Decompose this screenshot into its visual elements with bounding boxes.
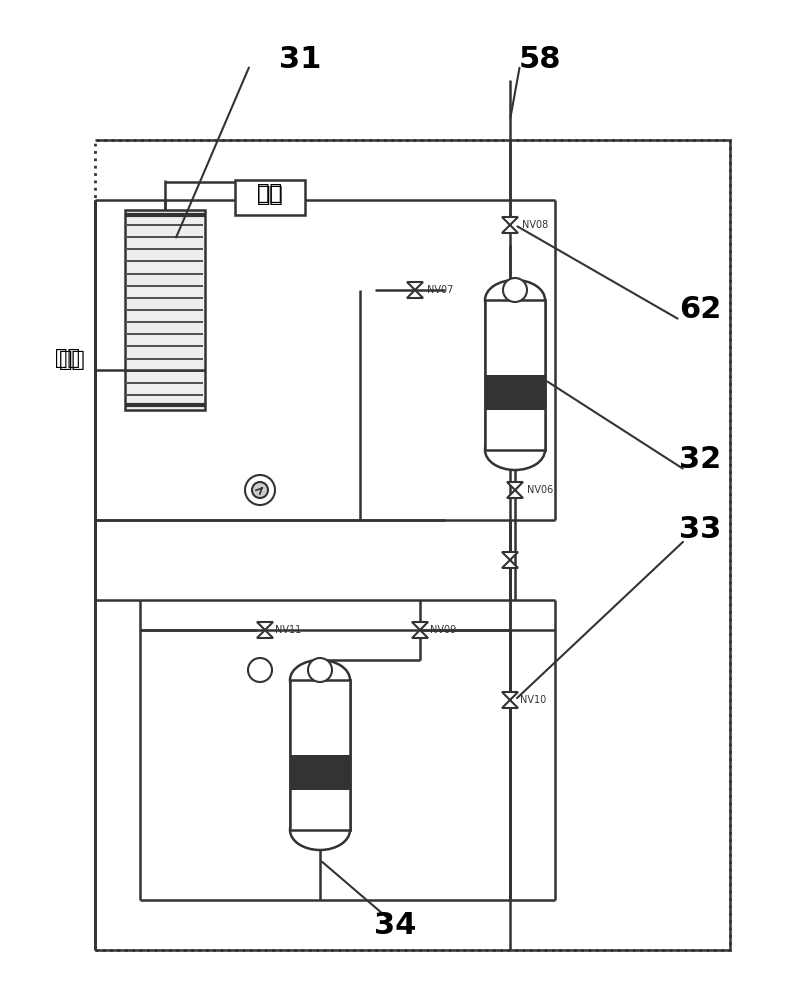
Text: NV11: NV11 — [275, 625, 301, 635]
Bar — [485, 300, 545, 450]
Circle shape — [248, 658, 272, 682]
Polygon shape — [502, 700, 518, 708]
Bar — [290, 680, 350, 830]
Ellipse shape — [485, 280, 545, 320]
Text: 58: 58 — [519, 45, 562, 75]
Text: 上水: 上水 — [59, 350, 86, 370]
Bar — [290, 755, 350, 790]
Polygon shape — [502, 692, 518, 700]
Polygon shape — [257, 630, 273, 638]
Ellipse shape — [290, 810, 350, 850]
Circle shape — [503, 278, 527, 302]
Text: 34: 34 — [374, 910, 416, 940]
Polygon shape — [502, 225, 518, 233]
Polygon shape — [257, 622, 273, 630]
Text: 33: 33 — [679, 516, 722, 544]
Bar — [235, 180, 305, 215]
Circle shape — [245, 475, 275, 505]
Bar — [290, 680, 350, 830]
Text: NV10: NV10 — [520, 695, 546, 705]
Bar — [485, 300, 545, 450]
Circle shape — [252, 482, 268, 498]
Text: 32: 32 — [679, 446, 722, 475]
Polygon shape — [507, 490, 523, 498]
Polygon shape — [502, 217, 518, 225]
Polygon shape — [502, 552, 518, 560]
Text: 回水: 回水 — [257, 185, 284, 205]
Bar — [485, 375, 545, 410]
Text: 上水: 上水 — [55, 348, 81, 368]
Polygon shape — [412, 622, 428, 630]
Bar — [95, 140, 730, 950]
Bar — [125, 210, 205, 410]
Polygon shape — [412, 630, 428, 638]
Polygon shape — [407, 282, 423, 290]
Polygon shape — [407, 290, 423, 298]
Text: 31: 31 — [279, 45, 322, 75]
Text: NV07: NV07 — [427, 285, 453, 295]
Ellipse shape — [290, 660, 350, 700]
Polygon shape — [502, 560, 518, 568]
Text: NV08: NV08 — [522, 220, 548, 230]
Ellipse shape — [485, 430, 545, 470]
Text: 回水: 回水 — [257, 183, 283, 203]
Text: NV09: NV09 — [430, 625, 456, 635]
Circle shape — [308, 658, 332, 682]
Text: NV06: NV06 — [527, 485, 554, 495]
Polygon shape — [507, 482, 523, 490]
Text: 62: 62 — [679, 296, 722, 324]
